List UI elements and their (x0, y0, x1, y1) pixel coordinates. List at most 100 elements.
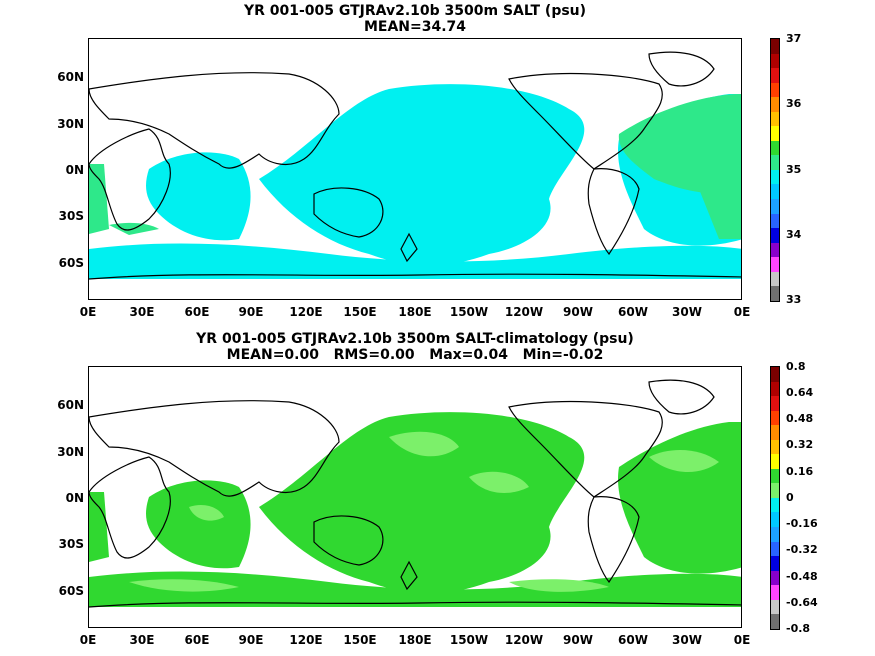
panel2-cbar-label-m0.48: -0.48 (786, 570, 818, 583)
colorbar-segment (771, 97, 779, 112)
panel2-cbar-label-m0.8: -0.8 (786, 622, 811, 635)
colorbar-segment (771, 512, 779, 528)
panel2-lon-180e: 180E (398, 633, 432, 647)
panel2-coastlines (89, 379, 741, 608)
panel1-lon-60e: 60E (184, 305, 210, 319)
panel2-cbar-label-0.64: 0.64 (786, 386, 814, 399)
panel2-cbar-label-0.32: 0.32 (786, 438, 814, 451)
colorbar-segment (771, 242, 779, 258)
panel1-title-line1: YR 001-005 GTJRAv2.10b 3500m SALT (psu) (243, 3, 587, 19)
colorbar-segment (771, 585, 779, 600)
colorbar-segment (771, 39, 779, 54)
panel2-lon-90w: 90W (563, 633, 593, 647)
panel1-title: YR 001-005 GTJRAv2.10b 3500m SALT (psu) … (88, 3, 742, 35)
colorbar-segment (771, 199, 779, 214)
panel1-lat-30s: 30S (58, 209, 84, 223)
panel2-lon-0e-end: 0E (733, 633, 751, 647)
panel2-title: YR 001-005 GTJRAv2.10b 3500m SALT-climat… (88, 331, 742, 363)
panel1-cbar-label-33: 33 (786, 293, 802, 306)
colorbar-segment (771, 527, 779, 542)
panel1-lon-180e: 180E (398, 305, 432, 319)
panel2-lon-60w: 60W (618, 633, 648, 647)
colorbar-segment (771, 570, 779, 586)
panel1-lon-120w: 120W (504, 305, 544, 319)
panel2-lon-30e: 30E (129, 633, 155, 647)
panel1-map (88, 38, 742, 300)
panel1-cbar-label-34: 34 (786, 228, 802, 241)
colorbar-segment (771, 53, 779, 69)
panel2-cbar-label-0: 0 (786, 491, 794, 504)
colorbar-segment (771, 271, 779, 287)
colorbar-segment (771, 454, 779, 469)
panel2-cbar-label-m0.32: -0.32 (786, 543, 818, 556)
panel2-cbar-label-0.8: 0.8 (786, 360, 806, 373)
colorbar-segment (771, 184, 779, 200)
panel2-lat-0n: 0N (65, 491, 84, 505)
panel1-lon-30w: 30W (672, 305, 702, 319)
panel1-lon-60w: 60W (618, 305, 648, 319)
panel1-coastlines (89, 51, 741, 280)
panel2-lon-90e: 90E (238, 633, 264, 647)
panel1-title-line2: MEAN=34.74 (363, 19, 467, 35)
panel2-cbar-label-0.48: 0.48 (786, 412, 814, 425)
panel2-title-line2: MEAN=0.00 RMS=0.00 Max=0.04 Min=-0.02 (226, 347, 604, 363)
colorbar-segment (771, 614, 779, 629)
panel1-lat-0n: 0N (65, 163, 84, 177)
panel1-lat-60n: 60N (57, 70, 84, 84)
colorbar-segment (771, 468, 779, 484)
panel2-cbar-label-m0.64: -0.64 (786, 596, 818, 609)
colorbar-segment (771, 228, 779, 243)
panel2-lon-150w: 150W (449, 633, 489, 647)
colorbar-segment (771, 257, 779, 272)
panel1-cbar-label-35: 35 (786, 163, 802, 176)
panel2-lon-150e: 150E (343, 633, 377, 647)
panel2-cbar-label-m0.16: -0.16 (786, 517, 818, 530)
panel1-lon-30e: 30E (129, 305, 155, 319)
panel1-lon-0e: 0E (79, 305, 97, 319)
panel1-cbar-label-37: 37 (786, 32, 802, 45)
panel2-ocean-field (89, 412, 741, 607)
panel2-map (88, 366, 742, 628)
panel2-lat-60n: 60N (57, 398, 84, 412)
panel2-lat-30n: 30N (57, 445, 84, 459)
panel1-cbar-label-36: 36 (786, 97, 802, 110)
panel1-colorbar (770, 38, 780, 302)
panel1-lon-0e-end: 0E (733, 305, 751, 319)
panel2-colorbar (770, 366, 780, 630)
panel2-lat-60s: 60S (58, 584, 84, 598)
colorbar-segment (771, 381, 779, 397)
colorbar-segment (771, 497, 779, 513)
colorbar-segment (771, 126, 779, 141)
colorbar-segment (771, 286, 779, 301)
colorbar-segment (771, 425, 779, 440)
colorbar-segment (771, 541, 779, 557)
panel1-lon-150e: 150E (343, 305, 377, 319)
panel2-cbar-label-0.16: 0.16 (786, 465, 814, 478)
panel1-lat-30n: 30N (57, 117, 84, 131)
panel2-lon-120e: 120E (289, 633, 323, 647)
colorbar-segment (771, 68, 779, 83)
colorbar-segment (771, 483, 779, 498)
panel2-lon-120w: 120W (504, 633, 544, 647)
panel2-lon-0e: 0E (79, 633, 97, 647)
colorbar-segment (771, 439, 779, 455)
panel1-lon-120e: 120E (289, 305, 323, 319)
panel2-lon-30w: 30W (672, 633, 702, 647)
panel1-lon-150w: 150W (449, 305, 489, 319)
colorbar-segment (771, 82, 779, 98)
colorbar-segment (771, 367, 779, 382)
panel1-ocean-field (89, 84, 741, 279)
panel1-lat-60s: 60S (58, 256, 84, 270)
panel2-lon-60e: 60E (184, 633, 210, 647)
colorbar-segment (771, 396, 779, 411)
colorbar-segment (771, 155, 779, 170)
colorbar-segment (771, 169, 779, 185)
colorbar-segment (771, 111, 779, 127)
colorbar-segment (771, 556, 779, 571)
panel1-map-svg (89, 51, 741, 280)
colorbar-segment (771, 410, 779, 426)
panel1-lon-90e: 90E (238, 305, 264, 319)
panel2-lat-30s: 30S (58, 537, 84, 551)
panel2-map-svg (89, 379, 741, 608)
panel1-lon-90w: 90W (563, 305, 593, 319)
